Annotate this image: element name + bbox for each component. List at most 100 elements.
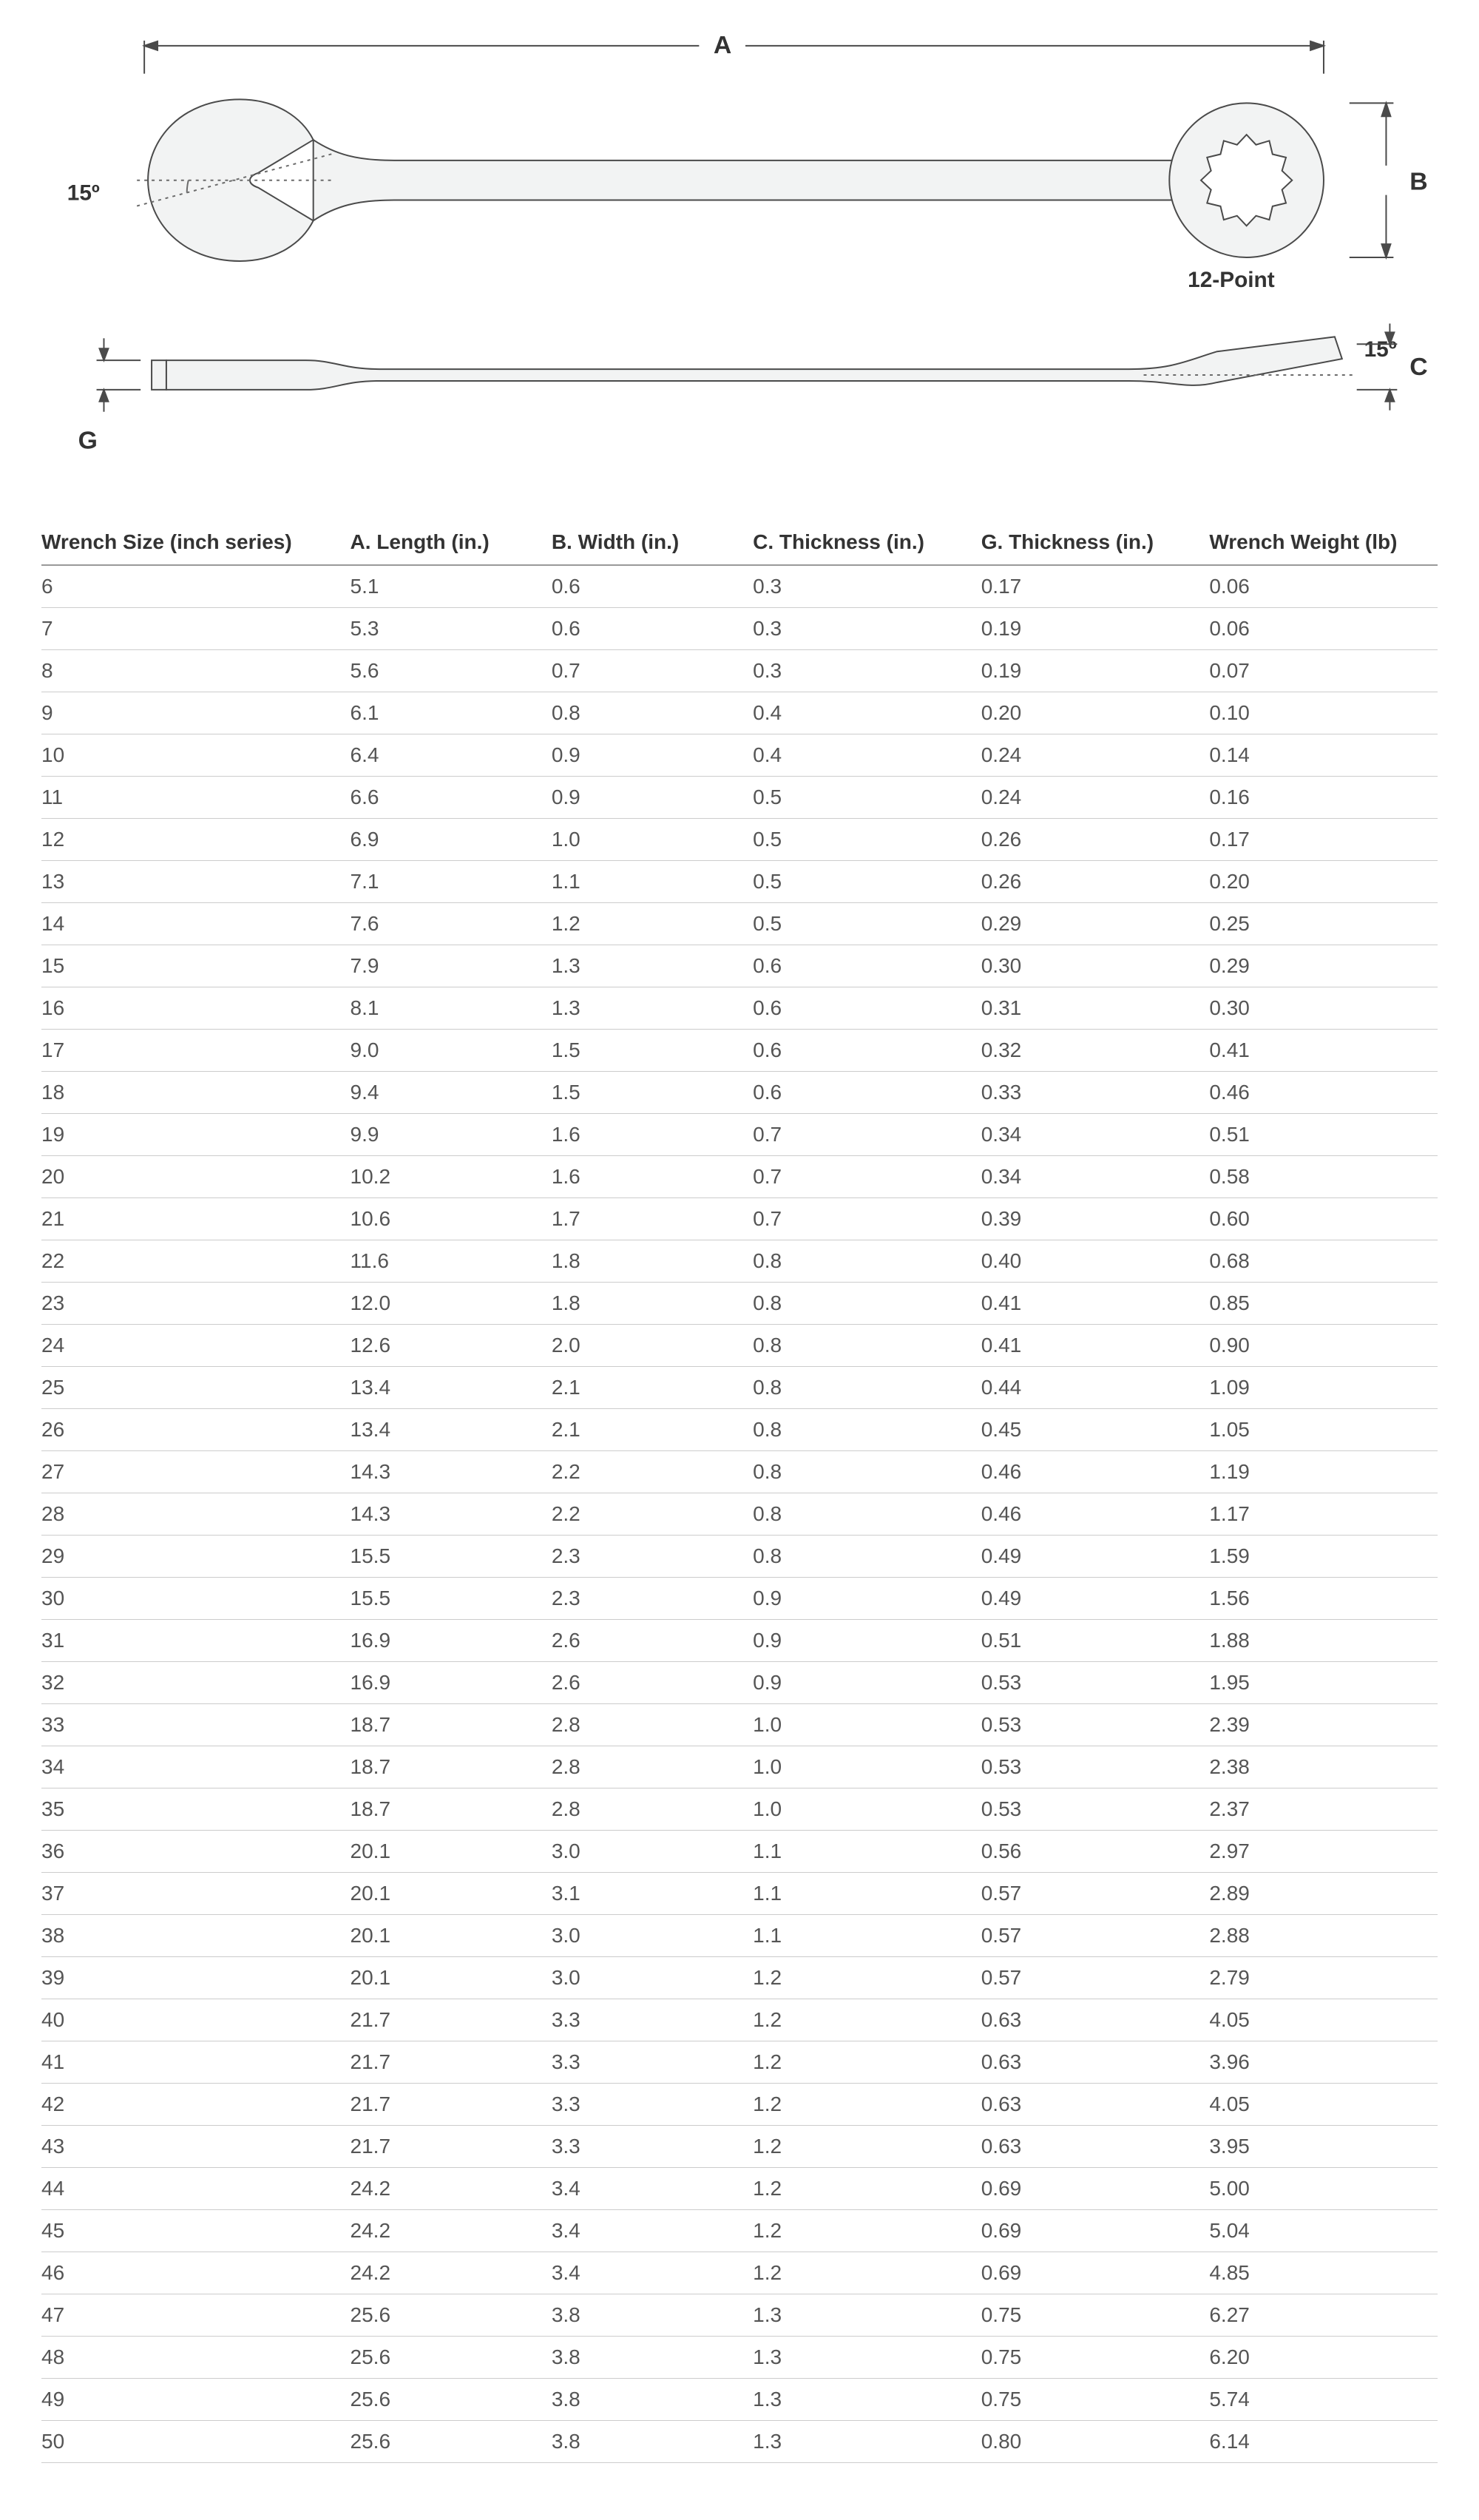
table-cell: 0.75: [981, 2294, 1210, 2337]
table-cell: 0.6: [753, 987, 981, 1030]
table-cell: 4.05: [1209, 2084, 1438, 2126]
table-cell: 6.9: [351, 819, 552, 861]
table-row: 5025.63.81.30.806.14: [41, 2421, 1438, 2463]
table-cell: 0.6: [753, 1030, 981, 1072]
table-cell: 0.46: [981, 1493, 1210, 1536]
table-cell: 0.80: [981, 2421, 1210, 2463]
table-cell: 7.6: [351, 903, 552, 945]
table-cell: 3.4: [552, 2168, 753, 2210]
table-cell: 3.8: [552, 2421, 753, 2463]
table-cell: 1.1: [753, 1873, 981, 1915]
dim-label-a: A: [714, 31, 731, 59]
table-row: 2010.21.60.70.340.58: [41, 1156, 1438, 1198]
table-cell: 0.51: [981, 1620, 1210, 1662]
table-cell: 6: [41, 565, 351, 608]
table-cell: 1.5: [552, 1030, 753, 1072]
col-header: C. Thickness (in.): [753, 520, 981, 565]
table-body: 65.10.60.30.170.0675.30.60.30.190.0685.6…: [41, 565, 1438, 2463]
table-row: 4524.23.41.20.695.04: [41, 2210, 1438, 2252]
point-label: 12-Point: [1188, 268, 1275, 292]
table-cell: 0.06: [1209, 565, 1438, 608]
table-cell: 0.58: [1209, 1156, 1438, 1198]
table-cell: 1.0: [552, 819, 753, 861]
table-cell: 2.1: [552, 1367, 753, 1409]
table-cell: 0.16: [1209, 777, 1438, 819]
table-row: 168.11.30.60.310.30: [41, 987, 1438, 1030]
table-cell: 20.1: [351, 1831, 552, 1873]
table-cell: 25.6: [351, 2421, 552, 2463]
table-cell: 0.39: [981, 1198, 1210, 1240]
table-cell: 1.2: [753, 1957, 981, 1999]
table-cell: 5.3: [351, 608, 552, 650]
table-cell: 21: [41, 1198, 351, 1240]
table-cell: 3.96: [1209, 2041, 1438, 2084]
table-cell: 44: [41, 2168, 351, 2210]
table-cell: 1.2: [552, 903, 753, 945]
table-cell: 0.68: [1209, 1240, 1438, 1283]
table-cell: 11: [41, 777, 351, 819]
table-cell: 7: [41, 608, 351, 650]
table-cell: 25: [41, 1367, 351, 1409]
table-row: 65.10.60.30.170.06: [41, 565, 1438, 608]
table-cell: 0.20: [1209, 861, 1438, 903]
table-cell: 23: [41, 1283, 351, 1325]
table-cell: 17: [41, 1030, 351, 1072]
table-cell: 0.51: [1209, 1114, 1438, 1156]
table-cell: 10.6: [351, 1198, 552, 1240]
table-cell: 0.4: [753, 692, 981, 734]
table-row: 106.40.90.40.240.14: [41, 734, 1438, 777]
table-cell: 6.14: [1209, 2421, 1438, 2463]
table-cell: 25.6: [351, 2337, 552, 2379]
table-cell: 0.57: [981, 1957, 1210, 1999]
table-cell: 18.7: [351, 1788, 552, 1831]
table-cell: 0.6: [753, 1072, 981, 1114]
table-cell: 1.3: [753, 2379, 981, 2421]
table-row: 2714.32.20.80.461.19: [41, 1451, 1438, 1493]
table-cell: 0.20: [981, 692, 1210, 734]
table-cell: 50: [41, 2421, 351, 2463]
table-cell: 33: [41, 1704, 351, 1746]
table-cell: 5.1: [351, 565, 552, 608]
table-cell: 0.25: [1209, 903, 1438, 945]
table-cell: 0.63: [981, 2041, 1210, 2084]
table-row: 199.91.60.70.340.51: [41, 1114, 1438, 1156]
table-cell: 0.75: [981, 2379, 1210, 2421]
table-cell: 0.49: [981, 1536, 1210, 1578]
table-cell: 27: [41, 1451, 351, 1493]
table-cell: 0.69: [981, 2168, 1210, 2210]
table-cell: 16.9: [351, 1662, 552, 1704]
table-cell: 0.8: [753, 1409, 981, 1451]
table-cell: 0.19: [981, 608, 1210, 650]
table-cell: 21.7: [351, 2041, 552, 2084]
table-cell: 0.32: [981, 1030, 1210, 1072]
table-cell: 1.1: [552, 861, 753, 903]
table-cell: 8: [41, 650, 351, 692]
table-cell: 4.85: [1209, 2252, 1438, 2294]
table-cell: 0.14: [1209, 734, 1438, 777]
table-cell: 0.9: [552, 734, 753, 777]
table-cell: 43: [41, 2126, 351, 2168]
table-cell: 5.00: [1209, 2168, 1438, 2210]
table-cell: 0.26: [981, 819, 1210, 861]
table-cell: 1.6: [552, 1156, 753, 1198]
table-cell: 2.89: [1209, 1873, 1438, 1915]
table-row: 4021.73.31.20.634.05: [41, 1999, 1438, 2041]
table-cell: 37: [41, 1873, 351, 1915]
table-cell: 0.53: [981, 1662, 1210, 1704]
table-cell: 0.5: [753, 777, 981, 819]
table-cell: 0.7: [753, 1114, 981, 1156]
table-cell: 0.63: [981, 2084, 1210, 2126]
table-cell: 0.29: [1209, 945, 1438, 987]
table-cell: 2.97: [1209, 1831, 1438, 1873]
table-cell: 1.3: [552, 987, 753, 1030]
table-cell: 8.1: [351, 987, 552, 1030]
table-cell: 4.05: [1209, 1999, 1438, 2041]
table-cell: 28: [41, 1493, 351, 1536]
table-cell: 0.45: [981, 1409, 1210, 1451]
table-row: 3518.72.81.00.532.37: [41, 1788, 1438, 1831]
table-cell: 16.9: [351, 1620, 552, 1662]
table-cell: 6.1: [351, 692, 552, 734]
table-cell: 0.8: [753, 1367, 981, 1409]
table-row: 96.10.80.40.200.10: [41, 692, 1438, 734]
table-cell: 0.8: [753, 1451, 981, 1493]
